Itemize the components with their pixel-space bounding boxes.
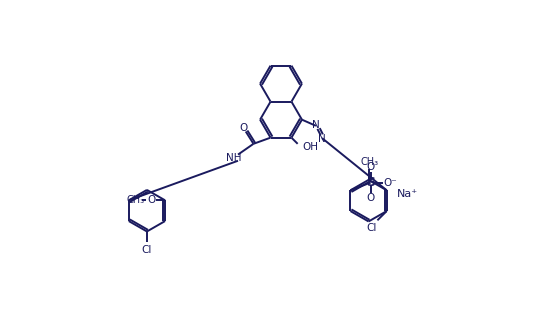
Text: O: O [367, 162, 375, 172]
Text: CH₃: CH₃ [361, 157, 378, 167]
Text: O: O [147, 195, 155, 205]
Text: N: N [318, 134, 326, 144]
Text: O: O [367, 193, 375, 203]
Text: CH₃: CH₃ [127, 195, 144, 205]
Text: O: O [239, 123, 248, 133]
Text: O⁻: O⁻ [383, 178, 397, 188]
Text: Na⁺: Na⁺ [397, 189, 418, 199]
Text: Cl: Cl [366, 223, 376, 233]
Text: Cl: Cl [142, 245, 152, 255]
Text: N: N [312, 120, 320, 130]
Text: OH: OH [302, 142, 318, 152]
Text: NH: NH [226, 153, 242, 163]
Text: S: S [366, 176, 375, 189]
